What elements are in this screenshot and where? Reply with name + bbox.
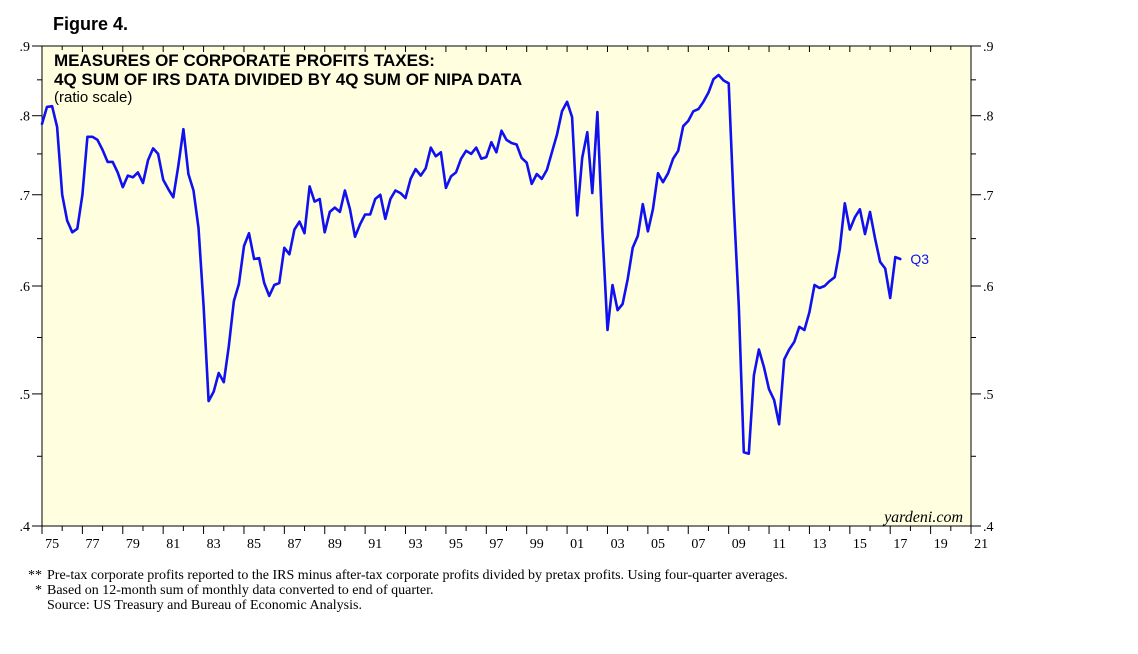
x-tick-label: 15 <box>853 537 867 552</box>
x-tick-label: 17 <box>893 537 907 552</box>
x-tick-label: 11 <box>772 537 785 552</box>
chart-title: MEASURES OF CORPORATE PROFITS TAXES: <box>54 51 435 70</box>
y-tick-label-right: .8 <box>983 110 994 125</box>
footnote-2: * Based on 12-month sum of monthly data c… <box>35 583 434 598</box>
series-end-label: Q3 <box>910 251 929 267</box>
x-tick-label: 97 <box>489 537 503 552</box>
x-tick-label: 99 <box>530 537 544 552</box>
x-tick-label: 83 <box>207 537 221 552</box>
y-tick-label-right: .4 <box>983 520 994 535</box>
x-tick-label: 13 <box>813 537 827 552</box>
x-tick-label: 77 <box>85 537 99 552</box>
y-tick-label-left: .7 <box>20 189 31 204</box>
y-tick-label-left: .5 <box>20 388 31 403</box>
series-line-irs-nipa-ratio <box>40 73 902 455</box>
x-tick-label: 03 <box>611 537 625 552</box>
watermark: yardeni.com <box>882 509 963 526</box>
y-tick-label-left: .8 <box>20 110 31 125</box>
x-tick-label: 93 <box>409 537 423 552</box>
x-tick-label: 89 <box>328 537 342 552</box>
x-tick-label: 87 <box>287 537 301 552</box>
x-tick-label: 07 <box>691 537 705 552</box>
plot-area <box>41 45 972 527</box>
x-tick-label: 75 <box>45 537 59 552</box>
x-tick-label: 79 <box>126 537 140 552</box>
x-tick-label: 19 <box>934 537 948 552</box>
y-tick-label-right: .5 <box>983 388 994 403</box>
y-tick-label-left: .4 <box>20 520 31 535</box>
footnotes: ** Pre-tax corporate profits reported to … <box>18 568 788 613</box>
y-tick-label-right: .9 <box>983 40 994 55</box>
x-tick-label: 95 <box>449 537 463 552</box>
y-tick-label-right: .7 <box>983 189 994 204</box>
chart-subtitle: 4Q SUM OF IRS DATA DIVIDED BY 4Q SUM OF … <box>54 70 522 89</box>
scale-note: (ratio scale) <box>54 89 132 106</box>
footnote-1: ** Pre-tax corporate profits reported to … <box>28 568 788 583</box>
x-tick-label: 21 <box>974 537 988 552</box>
figure-label: Figure 4. <box>53 14 129 34</box>
y-tick-label-left: .9 <box>20 40 31 55</box>
y-tick-label-left: .6 <box>20 280 31 295</box>
x-tick-label: 05 <box>651 537 665 552</box>
footnote-source: Source: US Treasury and Bureau of Econom… <box>47 598 362 613</box>
x-tick-label: 91 <box>368 537 382 552</box>
x-tick-label: 09 <box>732 537 746 552</box>
x-tick-label: 85 <box>247 537 261 552</box>
y-tick-label-right: .6 <box>983 280 994 295</box>
x-tick-label: 01 <box>570 537 584 552</box>
x-tick-label: 81 <box>166 537 180 552</box>
